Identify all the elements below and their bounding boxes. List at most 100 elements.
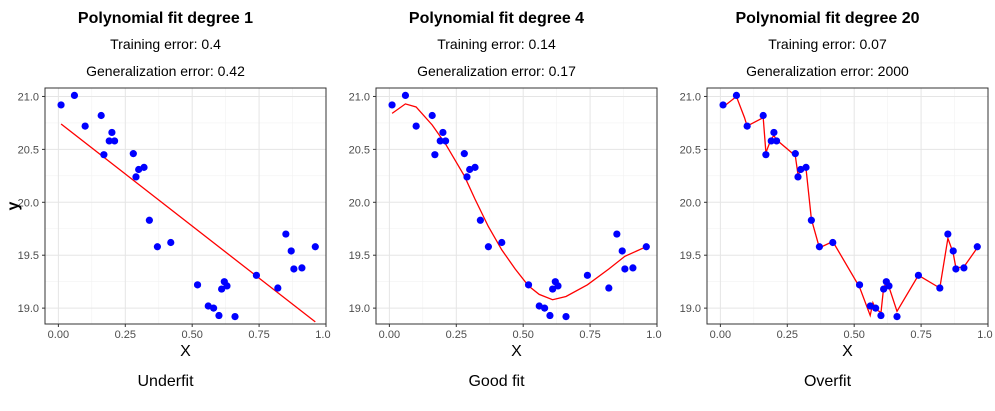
data-point (618, 247, 626, 255)
y-tick-label: 20.5 (349, 144, 370, 156)
panel-degree-4: Polynomial fit degree 4 Training error: … (331, 0, 662, 411)
data-point (287, 247, 295, 255)
data-point (231, 312, 239, 321)
data-point (436, 137, 444, 145)
chart-title: Polynomial fit degree 1 (77, 10, 254, 27)
data-point (562, 312, 570, 321)
data-point (546, 311, 554, 320)
data-point (476, 216, 484, 224)
x-tick-label: 0.00 (48, 329, 69, 341)
data-point (215, 311, 223, 320)
data-point (108, 128, 116, 137)
data-point (743, 122, 751, 130)
data-point (193, 281, 202, 289)
training-error: Training error: 0.4 (110, 36, 221, 52)
y-tick-label: 19.0 (680, 303, 701, 315)
data-point (471, 163, 479, 171)
data-point (791, 150, 799, 158)
data-point (973, 243, 981, 251)
data-point (605, 284, 613, 292)
data-point (880, 285, 888, 293)
y-tick-label: 19.5 (18, 250, 39, 262)
y-tick-label: 20.0 (349, 197, 370, 209)
data-point (81, 122, 89, 130)
data-point (290, 265, 298, 273)
data-point (428, 111, 436, 120)
panel-border (375, 87, 658, 325)
x-tick-label: 1.00 (646, 329, 662, 341)
data-point (401, 91, 410, 100)
data-point (274, 284, 282, 292)
x-tick-label: 0.00 (710, 329, 731, 341)
data-point (132, 173, 140, 181)
data-point (524, 281, 533, 289)
data-point (282, 230, 290, 238)
x-axis-title: X (511, 343, 522, 360)
data-point (153, 243, 161, 251)
data-point (484, 243, 492, 251)
fit-caption: Good fit (468, 373, 525, 390)
data-point (298, 264, 306, 272)
y-tick-label: 21.0 (349, 91, 370, 103)
data-point (97, 111, 105, 120)
training-error: Training error: 0.07 (768, 36, 887, 52)
y-tick-label: 20.0 (680, 197, 701, 209)
panel-degree-1: Polynomial fit degree 1 Training error: … (0, 0, 331, 411)
data-point (629, 264, 637, 272)
data-point (759, 111, 767, 120)
plot-area: 0.00 0.25 0.50 0.75 1.00 19.0 19.5 20.0 20.5 21.0… (680, 87, 993, 360)
data-point (70, 91, 79, 100)
x-axis-title: X (842, 343, 853, 360)
data-point (829, 238, 837, 247)
data-point (439, 128, 447, 137)
data-point (794, 173, 802, 181)
fit-line (391, 103, 647, 301)
generalization-error: Generalization error: 0.17 (417, 63, 576, 79)
data-point (762, 151, 770, 159)
x-tick-label: 0.25 (115, 329, 136, 341)
data-point (549, 285, 557, 293)
x-tick-label: 0.50 (512, 329, 533, 341)
data-point (949, 247, 957, 255)
data-point (412, 122, 420, 130)
y-tick-label: 20.0 (18, 197, 39, 209)
data-point (498, 238, 506, 247)
y-tick-label: 21.0 (18, 91, 39, 103)
data-point (621, 265, 629, 273)
data-point (642, 243, 650, 251)
x-tick-label: 1.00 (315, 329, 331, 341)
x-tick-label: 0.50 (843, 329, 864, 341)
data-point (885, 282, 893, 290)
fit-line (722, 95, 978, 318)
data-point (441, 137, 450, 145)
x-tick-label: 0.50 (181, 329, 202, 341)
data-point (952, 265, 960, 273)
panel-border (706, 87, 989, 325)
data-point (855, 281, 864, 289)
y-tick-label: 19.5 (680, 250, 701, 262)
data-point (105, 137, 113, 145)
data-point (554, 282, 562, 290)
y-tick-label: 19.0 (349, 303, 370, 315)
data-point (388, 101, 396, 109)
data-point (944, 230, 952, 238)
y-tick-label: 19.0 (18, 303, 39, 315)
x-tick-label: 0.25 (777, 329, 798, 341)
y-tick-label: 21.0 (680, 91, 701, 103)
data-point (893, 312, 901, 321)
data-point (807, 216, 815, 224)
panel-degree-20: Polynomial fit degree 20 Training error:… (662, 0, 993, 411)
y-axis-title: y (5, 201, 22, 210)
x-tick-label: 1.00 (977, 329, 993, 341)
data-point (914, 271, 923, 279)
fit-caption: Underfit (137, 373, 194, 390)
data-point (210, 304, 218, 312)
data-point (252, 271, 261, 279)
y-tick-label: 20.5 (18, 144, 39, 156)
y-tick-label: 20.5 (680, 144, 701, 156)
plot-area: 0.00 0.25 0.50 0.75 1.00 19.0 19.5 20.0 20.5 21.0… (5, 87, 331, 360)
plot-area: 0.00 0.25 0.50 0.75 1.00 19.0 19.5 20.0 20.5 21.0… (349, 87, 662, 360)
data-point (732, 91, 741, 100)
x-tick-label: 0.75 (248, 329, 269, 341)
data-point (613, 230, 621, 238)
